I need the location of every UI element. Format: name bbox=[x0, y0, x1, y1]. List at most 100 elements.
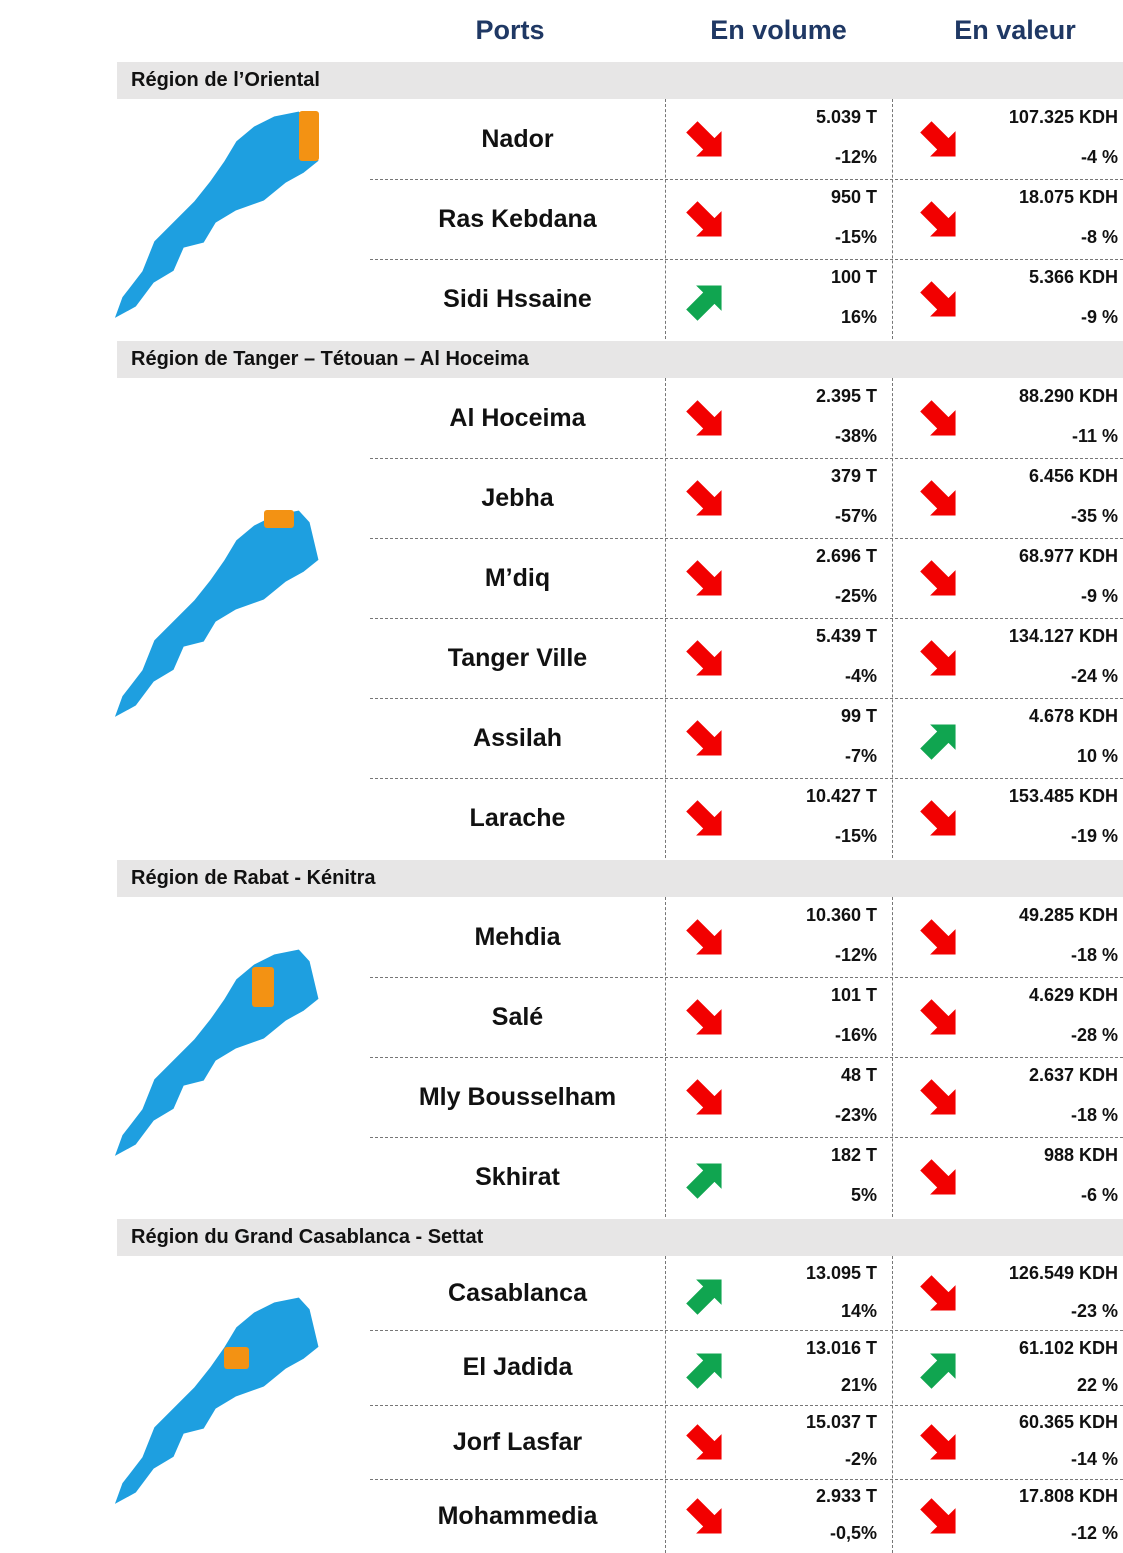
trend-arrow bbox=[680, 474, 732, 526]
value-change: 22 % bbox=[1076, 1374, 1118, 1395]
region-map bbox=[113, 948, 320, 1158]
value: 18.075 KDH bbox=[1018, 187, 1118, 207]
map-shape bbox=[113, 948, 320, 1158]
volume: 2.395 T bbox=[815, 386, 877, 406]
trend-arrow bbox=[680, 275, 732, 327]
volume: 13.095 T bbox=[805, 1263, 877, 1284]
volume-change: 5% bbox=[850, 1185, 877, 1205]
arrow-shape bbox=[680, 1269, 732, 1322]
map-highlight bbox=[264, 510, 294, 528]
arrow-shape bbox=[680, 554, 732, 606]
arrow-shape bbox=[680, 1491, 732, 1544]
trend-arrow bbox=[914, 1417, 966, 1470]
row-separator bbox=[370, 1330, 1123, 1332]
row-separator bbox=[370, 1057, 1123, 1058]
trend-arrow bbox=[680, 1153, 732, 1205]
volume-change: -12% bbox=[834, 147, 877, 167]
row-separator bbox=[370, 1478, 1123, 1480]
volume: 99 T bbox=[840, 706, 877, 726]
arrow-shape bbox=[914, 1343, 966, 1396]
arrow-shape bbox=[914, 554, 966, 606]
port-name: Casablanca bbox=[448, 1279, 587, 1308]
volume: 5.039 T bbox=[815, 107, 877, 127]
volume-change: -15% bbox=[834, 227, 877, 247]
port-name: Mly Bousselham bbox=[418, 1083, 617, 1111]
row-separator bbox=[370, 259, 1123, 260]
value: 49.285 KDH bbox=[1018, 905, 1118, 925]
arrow-shape bbox=[680, 394, 732, 446]
map-shape bbox=[113, 1296, 320, 1505]
trend-arrow bbox=[680, 1073, 732, 1125]
row-separator bbox=[370, 977, 1123, 978]
value: 4.678 KDH bbox=[1028, 706, 1118, 726]
trend-arrow bbox=[680, 913, 732, 965]
value: 61.102 KDH bbox=[1018, 1337, 1118, 1358]
value-change: -6 % bbox=[1080, 1185, 1118, 1205]
arrow-shape bbox=[680, 115, 732, 167]
column-header: En valeur bbox=[954, 15, 1076, 45]
arrow-shape bbox=[914, 474, 966, 526]
arrow-shape bbox=[680, 1073, 732, 1125]
trend-arrow bbox=[914, 634, 966, 686]
volume-change: -7% bbox=[844, 746, 877, 766]
volume: 5.439 T bbox=[815, 626, 877, 646]
row-separator bbox=[370, 458, 1123, 459]
volume-change: -2% bbox=[844, 1449, 877, 1470]
port-name: El Jadida bbox=[462, 1353, 573, 1382]
value-change: -8 % bbox=[1080, 227, 1118, 247]
arrow-shape bbox=[914, 115, 966, 167]
trend-arrow bbox=[914, 275, 966, 327]
column-separator bbox=[665, 99, 666, 339]
trend-arrow bbox=[914, 474, 966, 526]
port-name: Skhirat bbox=[475, 1163, 560, 1191]
value-change: -18 % bbox=[1070, 945, 1118, 965]
region-header: Région de Tanger – Tétouan – Al Hoceima bbox=[117, 341, 1123, 378]
volume: 950 T bbox=[830, 187, 877, 207]
port-name: Larache bbox=[469, 804, 566, 832]
value-change: -28 % bbox=[1070, 1025, 1118, 1045]
row-separator bbox=[370, 1137, 1123, 1138]
value-change: -12 % bbox=[1070, 1523, 1118, 1544]
volume-change: -38% bbox=[834, 426, 877, 446]
volume-change: -57% bbox=[834, 506, 877, 526]
arrow-shape bbox=[680, 195, 732, 247]
arrow-shape bbox=[680, 794, 732, 846]
volume: 48 T bbox=[840, 1065, 877, 1085]
value: 107.325 KDH bbox=[1008, 107, 1118, 127]
value-change: -19 % bbox=[1070, 826, 1118, 846]
volume: 10.360 T bbox=[805, 905, 877, 925]
volume: 2.696 T bbox=[815, 546, 877, 566]
arrow-shape bbox=[680, 634, 732, 686]
value-change: -9 % bbox=[1080, 307, 1118, 327]
volume-change: 14% bbox=[840, 1300, 877, 1321]
volume: 182 T bbox=[830, 1145, 877, 1165]
row-separator bbox=[370, 778, 1123, 779]
value: 4.629 KDH bbox=[1028, 985, 1118, 1005]
port-name: Mohammedia bbox=[437, 1501, 598, 1530]
port-name: Al Hoceima bbox=[449, 404, 586, 432]
value: 134.127 KDH bbox=[1008, 626, 1118, 646]
trend-arrow bbox=[680, 1491, 732, 1544]
value-change: -14 % bbox=[1070, 1449, 1118, 1470]
map-group bbox=[113, 1296, 320, 1505]
trend-arrow bbox=[914, 1343, 966, 1396]
arrow-shape bbox=[680, 474, 732, 526]
volume-change: -16% bbox=[834, 1025, 877, 1045]
value: 5.366 KDH bbox=[1028, 267, 1118, 287]
volume: 101 T bbox=[830, 985, 877, 1005]
port-name: Nador bbox=[481, 125, 554, 153]
region-map bbox=[113, 509, 320, 719]
volume-change: -12% bbox=[834, 945, 877, 965]
arrow-shape bbox=[914, 913, 966, 965]
arrow-shape bbox=[680, 275, 732, 327]
trend-arrow bbox=[914, 993, 966, 1045]
volume: 13.016 T bbox=[805, 1337, 877, 1358]
volume-change: -25% bbox=[834, 586, 877, 606]
row-separator bbox=[370, 179, 1123, 180]
value: 60.365 KDH bbox=[1018, 1411, 1118, 1432]
map-shape bbox=[113, 509, 320, 719]
arrow-shape bbox=[914, 1269, 966, 1322]
arrow-shape bbox=[914, 1417, 966, 1470]
map-group bbox=[113, 509, 320, 719]
volume: 10.427 T bbox=[805, 786, 877, 806]
